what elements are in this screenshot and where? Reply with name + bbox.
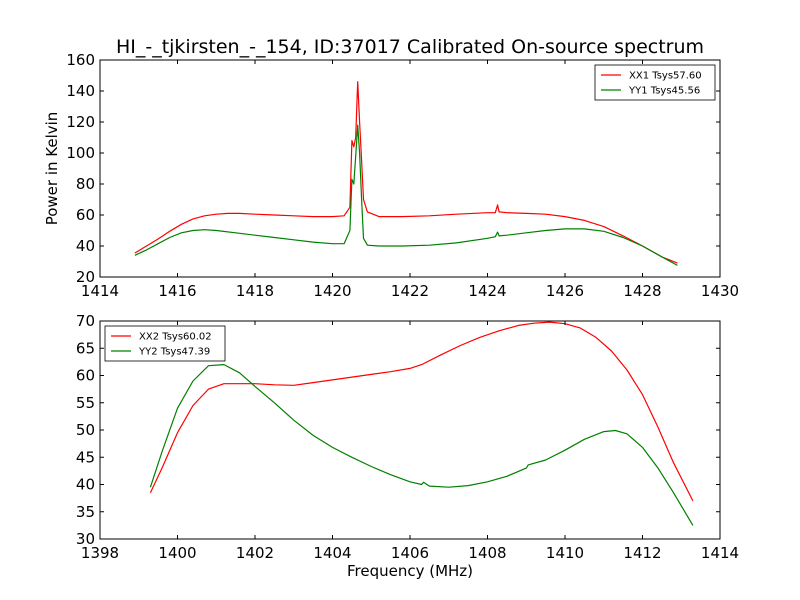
- top-xtick-label: 1426: [546, 282, 584, 300]
- bottom-ytick-label: 55: [76, 394, 95, 412]
- bottom-plot-area: 1398 1400 1402 1404 1406 1408 1410 1412 1414 30 35…: [76, 312, 739, 562]
- top-xtick-label: 1420: [313, 282, 351, 300]
- top-panel: Power in Kelvin 1414 1416 1418 1420 1422 1424…: [43, 51, 739, 300]
- top-legend: XX1 Tsys57.60 YY1 Tsys45.56: [594, 64, 716, 101]
- top-xtick-label: 1424: [468, 282, 506, 300]
- bottom-series-line-2: [149, 364, 694, 526]
- top-legend-box: [594, 64, 716, 101]
- bottom-ytick-label: 40: [76, 476, 95, 494]
- figure-title: HI_-_tjkirsten_-_154, ID:37017 Calibrate…: [116, 36, 704, 58]
- bottom-xtick-label: 1406: [391, 544, 429, 562]
- top-series-line-1: [134, 81, 678, 264]
- bottom-ytick-label: 35: [76, 503, 95, 521]
- bottom-legend-box: [104, 325, 226, 362]
- top-ytick-label: 140: [66, 82, 95, 100]
- bottom-xtick-label: 1412: [623, 544, 661, 562]
- top-xtick-label: 1416: [158, 282, 196, 300]
- bottom-xtick-label: 1404: [313, 544, 351, 562]
- top-ytick-label: 60: [76, 206, 95, 224]
- top-ytick-label: 20: [76, 268, 95, 286]
- bottom-series-line-1: [149, 321, 694, 502]
- top-legend-label-2: YY1 Tsys45.56: [628, 86, 700, 97]
- bottom-xtick-label: 1410: [546, 544, 584, 562]
- bottom-xlabel: Frequency (MHz): [347, 562, 473, 580]
- top-ytick-label: 80: [76, 175, 95, 193]
- bottom-ytick-label: 30: [76, 530, 95, 548]
- top-ytick-label: 120: [66, 113, 95, 131]
- bottom-xtick-label: 1400: [158, 544, 196, 562]
- top-legend-label-1: XX1 Tsys57.60: [629, 71, 702, 82]
- bottom-legend-label-2: YY2 Tsys47.39: [138, 347, 210, 358]
- top-ytick-label: 100: [66, 144, 95, 162]
- bottom-legend-label-1: XX2 Tsys60.02: [139, 332, 212, 343]
- top-series-line-2: [134, 124, 678, 266]
- bottom-ytick-label: 70: [76, 312, 95, 330]
- bottom-ytick-label: 45: [76, 448, 95, 466]
- top-plot-area: 1414 1416 1418 1420 1422 1424 1426 1428 1430 20 40…: [66, 51, 739, 300]
- top-xtick-label: 1414: [81, 282, 119, 300]
- bottom-ytick-label: 65: [76, 339, 95, 357]
- top-xtick-label: 1428: [623, 282, 661, 300]
- bottom-ytick-label: 60: [76, 367, 95, 385]
- top-xtick-label: 1422: [391, 282, 429, 300]
- bottom-xtick-label: 1402: [236, 544, 274, 562]
- bottom-ytick-label: 50: [76, 421, 95, 439]
- top-ylabel: Power in Kelvin: [43, 112, 61, 226]
- bottom-panel: 1398 1400 1402 1404 1406 1408 1410 1412 1414 30 35…: [76, 312, 739, 580]
- top-ytick-label: 40: [76, 237, 95, 255]
- top-xtick-label: 1430: [701, 282, 739, 300]
- top-ytick-label: 160: [66, 51, 95, 69]
- bottom-legend: XX2 Tsys60.02 YY2 Tsys47.39: [104, 325, 226, 362]
- top-xtick-label: 1418: [236, 282, 274, 300]
- bottom-xtick-label: 1398: [81, 544, 119, 562]
- bottom-xtick-label: 1414: [701, 544, 739, 562]
- bottom-xtick-label: 1408: [468, 544, 506, 562]
